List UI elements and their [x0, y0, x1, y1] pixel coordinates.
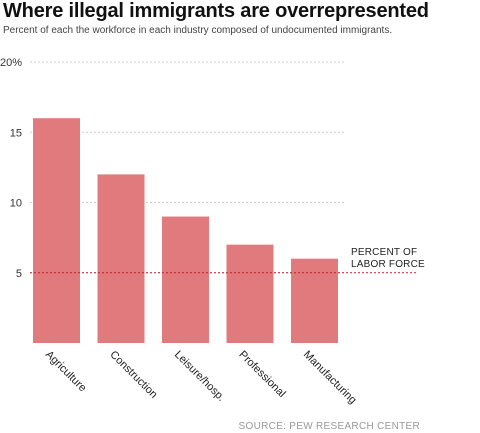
y-tick-label: 15	[10, 127, 22, 139]
bar	[291, 258, 338, 343]
x-tick-label: Agriculture	[43, 349, 89, 395]
bar	[226, 244, 274, 343]
x-axis-labels: Agriculture Construction Leisure/hosp. Prof…	[43, 349, 359, 407]
x-tick-label: Leisure/hosp.	[172, 349, 227, 404]
bar	[33, 118, 80, 343]
bars	[33, 118, 338, 343]
reference-line-label: PERCENT OF	[351, 247, 417, 258]
chart-title: Where illegal immigrants are overreprese…	[3, 0, 429, 22]
x-tick-label: Professional	[236, 349, 287, 400]
x-tick-label: Construction	[107, 349, 159, 401]
y-tick-label: 20%	[0, 57, 22, 69]
reference-line-label: LABOR FORCE	[351, 259, 425, 270]
y-tick-label: 10	[10, 198, 22, 210]
y-tick-label: 5	[16, 268, 22, 280]
y-axis-ticks: 5 10 15 20%	[0, 57, 22, 280]
source-note: SOURCE: PEW RESEARCH CENTER	[238, 421, 420, 432]
chart-subtitle: Percent of each the workforce in each in…	[3, 25, 393, 36]
bar	[97, 174, 145, 343]
x-tick-label: Manufacturing	[301, 349, 359, 407]
bar	[162, 216, 209, 343]
